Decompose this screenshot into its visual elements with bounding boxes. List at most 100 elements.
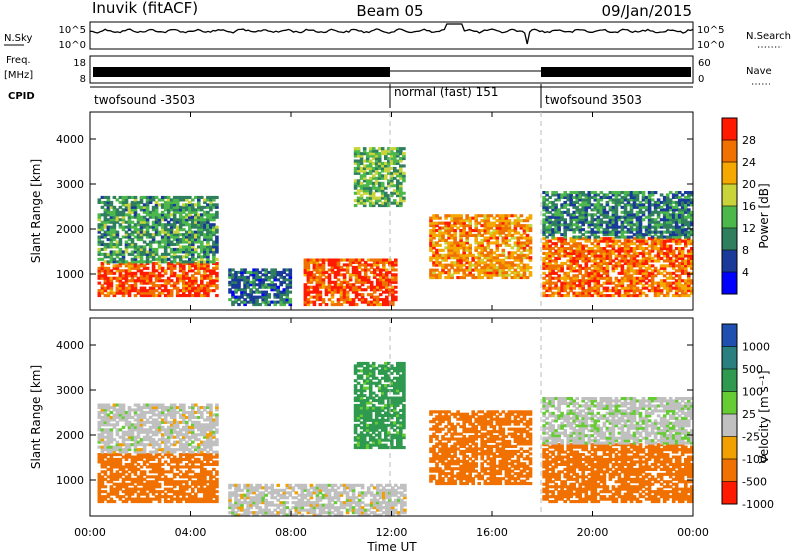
rti-cell: [677, 249, 682, 253]
rti-cell: [191, 470, 195, 474]
rti-cell: [288, 298, 293, 302]
rti-cell: [477, 268, 481, 272]
rti-cell: [124, 289, 129, 293]
rti-cell: [175, 467, 180, 471]
rti-cell: [354, 295, 359, 299]
rti-cell: [644, 256, 649, 260]
rti-cell: [656, 235, 661, 239]
rti-cell: [480, 224, 484, 228]
rti-cell: [336, 298, 341, 302]
rti-cell: [188, 210, 192, 214]
rti-cell: [432, 256, 436, 260]
rti-cell: [133, 208, 138, 212]
rti-cell: [380, 204, 385, 208]
rti-cell: [569, 223, 573, 227]
rti-cell: [444, 224, 448, 228]
rti-cell: [100, 485, 105, 489]
rti-cell: [203, 250, 207, 254]
rti-cell: [677, 279, 682, 283]
rti-cell: [590, 228, 595, 232]
rti-cell: [124, 475, 129, 479]
rti-cell: [121, 470, 126, 474]
rti-cell: [644, 242, 649, 246]
rti-cell: [384, 204, 388, 208]
rti-cell: [587, 191, 592, 195]
rti-cell: [495, 226, 500, 230]
power-cbar-label: Power [dB]: [757, 183, 771, 248]
rti-cell: [115, 475, 120, 479]
rti-cell: [182, 453, 186, 457]
rti-cell: [118, 497, 123, 501]
rti-cell: [635, 279, 640, 283]
rti-cell: [522, 268, 527, 272]
rti-cell: [510, 276, 515, 280]
rti-cell: [560, 233, 564, 237]
rti-cell: [106, 203, 111, 207]
rti-cell: [148, 235, 153, 239]
colorbar-swatch: [722, 250, 737, 273]
rti-cell: [674, 223, 679, 227]
rti-cell: [151, 475, 156, 479]
rti-cell: [432, 233, 436, 237]
rti-cell: [563, 237, 567, 241]
rti-cell: [209, 480, 213, 484]
rti-cell: [519, 214, 524, 218]
rti-cell: [178, 457, 183, 461]
rti-cell: [650, 235, 655, 239]
rti-cell: [486, 241, 491, 245]
rti-cell: [432, 236, 436, 240]
rti-cell: [438, 216, 442, 220]
rti-cell: [575, 208, 579, 212]
rti-cell: [318, 258, 323, 262]
rti-cell: [172, 198, 177, 202]
rti-cell: [127, 238, 132, 242]
rti-cell: [182, 485, 186, 489]
rti-cell: [175, 255, 180, 259]
rti-cell: [151, 195, 156, 199]
rti-cell: [635, 247, 640, 251]
rti-cell: [371, 166, 376, 170]
rti-cell: [369, 270, 374, 274]
rti-cell: [261, 295, 265, 299]
rti-cell: [569, 264, 573, 268]
rti-cell: [632, 215, 637, 219]
rti-cell: [687, 286, 691, 290]
rti-cell: [680, 198, 685, 202]
rti-cell: [163, 269, 168, 273]
rti-cell: [632, 247, 637, 251]
rti-cell: [172, 213, 177, 217]
rti-cell: [635, 261, 640, 265]
rti-cell: [154, 257, 159, 261]
rti-cell: [212, 455, 216, 459]
rti-cell: [690, 256, 694, 260]
rti-cell: [629, 261, 634, 265]
rti-cell: [644, 271, 649, 275]
rti-cell: [632, 195, 637, 199]
rti-cell: [166, 195, 171, 199]
rti-cell: [638, 261, 643, 265]
rti-cell: [303, 295, 308, 299]
rti-cell: [578, 210, 582, 214]
rti-cell: [557, 274, 561, 278]
rti-cell: [200, 225, 204, 229]
rti-cell: [471, 216, 475, 220]
rti-cell: [468, 233, 472, 237]
rti-cell: [357, 288, 362, 292]
rti-cell: [197, 252, 201, 256]
rti-cell: [206, 235, 210, 239]
rti-cell: [185, 238, 189, 242]
rti-cell: [234, 280, 238, 284]
rti-cell: [209, 203, 213, 207]
rti-cell: [569, 218, 573, 222]
rti-cell: [399, 201, 403, 205]
rti-cell: [671, 220, 676, 224]
rti-cell: [687, 210, 691, 214]
rti-cell: [194, 289, 198, 293]
rti-cell: [157, 271, 162, 275]
rti-cell: [267, 300, 271, 304]
rti-cell: [169, 225, 174, 229]
rti-cell: [103, 208, 108, 212]
rti-cell: [362, 159, 367, 163]
station-title: Inuvik (fitACF): [92, 0, 198, 17]
rti-cell: [557, 279, 561, 283]
